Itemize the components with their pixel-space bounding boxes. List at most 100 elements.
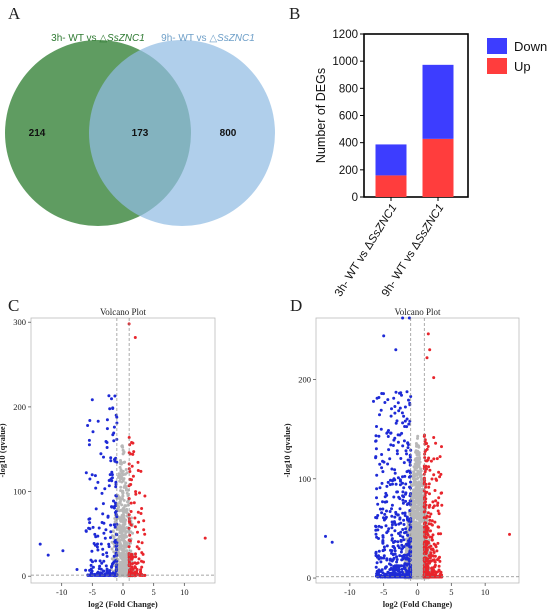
point-up <box>438 559 442 563</box>
point-ns <box>124 543 128 547</box>
point-ns <box>118 560 122 564</box>
point-up <box>137 547 141 551</box>
point-ns <box>119 498 123 502</box>
point-down <box>88 419 92 422</box>
point-up <box>424 552 428 556</box>
point-down <box>395 419 399 423</box>
point-down <box>400 543 404 547</box>
point-down <box>408 567 412 571</box>
point-ns <box>112 536 116 540</box>
point-ns <box>117 525 121 529</box>
point-down <box>393 468 397 472</box>
point-down <box>398 483 402 487</box>
point-ns <box>118 544 122 548</box>
point-ns <box>419 545 423 549</box>
point-down <box>109 536 112 540</box>
point-down <box>395 452 399 456</box>
point-ns <box>121 473 125 477</box>
point-down <box>93 532 97 536</box>
point-down <box>94 486 98 490</box>
point-down <box>107 484 111 488</box>
point-down <box>404 573 407 577</box>
point-up <box>143 573 147 577</box>
point-ns <box>419 478 423 482</box>
point-up <box>426 559 430 563</box>
point-down <box>109 523 113 527</box>
point-down <box>401 421 405 425</box>
point-down <box>109 459 113 463</box>
point-up <box>134 492 138 496</box>
point-down <box>90 398 94 402</box>
point-down <box>381 459 384 463</box>
point-up <box>434 543 437 547</box>
point-up <box>130 565 134 569</box>
point-outlier <box>432 376 436 380</box>
x-tick-label: 5 <box>152 587 156 597</box>
point-down <box>394 482 398 486</box>
point-ns <box>418 460 422 464</box>
point-up <box>439 491 443 495</box>
point-down <box>393 549 397 553</box>
point-down <box>390 407 393 411</box>
point-down <box>399 530 403 534</box>
point-down <box>390 503 394 507</box>
point-down <box>375 496 378 500</box>
point-ns <box>419 552 423 556</box>
point-up <box>423 442 427 446</box>
point-down <box>397 568 401 572</box>
point-down <box>388 510 392 513</box>
point-ns <box>413 570 417 574</box>
point-ns <box>121 445 125 449</box>
point-outlier <box>401 316 405 320</box>
point-ns <box>416 549 420 553</box>
point-down <box>394 421 398 425</box>
point-ns <box>415 517 419 521</box>
point-up <box>437 496 441 500</box>
point-up <box>134 555 138 559</box>
point-down <box>374 439 378 443</box>
point-outlier <box>61 549 65 553</box>
point-down <box>382 545 386 549</box>
point-up <box>440 445 443 449</box>
point-up <box>429 512 433 516</box>
point-down <box>405 562 409 566</box>
point-down <box>401 511 405 515</box>
point-down <box>408 527 412 530</box>
point-down <box>386 462 390 466</box>
point-down <box>397 522 401 526</box>
point-down <box>381 507 385 511</box>
point-down <box>406 441 410 445</box>
point-up <box>433 560 437 564</box>
point-down <box>404 499 408 503</box>
point-up <box>432 473 436 477</box>
point-ns <box>418 472 422 476</box>
point-up <box>438 475 442 479</box>
point-down <box>386 435 390 438</box>
point-up <box>142 560 145 564</box>
point-down <box>407 398 410 402</box>
point-down <box>100 521 104 524</box>
y-tick-label: 0 <box>22 571 26 581</box>
x-tick-label: 0 <box>121 587 125 597</box>
point-down <box>380 481 384 485</box>
point-ns <box>122 510 126 514</box>
point-down <box>105 554 109 558</box>
point-down <box>89 558 93 562</box>
point-down <box>398 507 402 511</box>
point-down <box>90 473 94 477</box>
point-down <box>113 501 117 505</box>
point-up <box>434 499 438 503</box>
point-down <box>397 546 401 550</box>
point-ns <box>415 453 419 457</box>
point-outlier <box>203 536 207 540</box>
point-up <box>134 490 138 494</box>
point-down <box>393 569 397 572</box>
point-ns <box>416 525 420 529</box>
point-down <box>408 549 412 553</box>
point-up <box>426 532 429 536</box>
point-ns <box>413 467 417 471</box>
point-down <box>96 419 100 423</box>
point-down <box>395 572 399 576</box>
point-ns <box>122 561 125 565</box>
